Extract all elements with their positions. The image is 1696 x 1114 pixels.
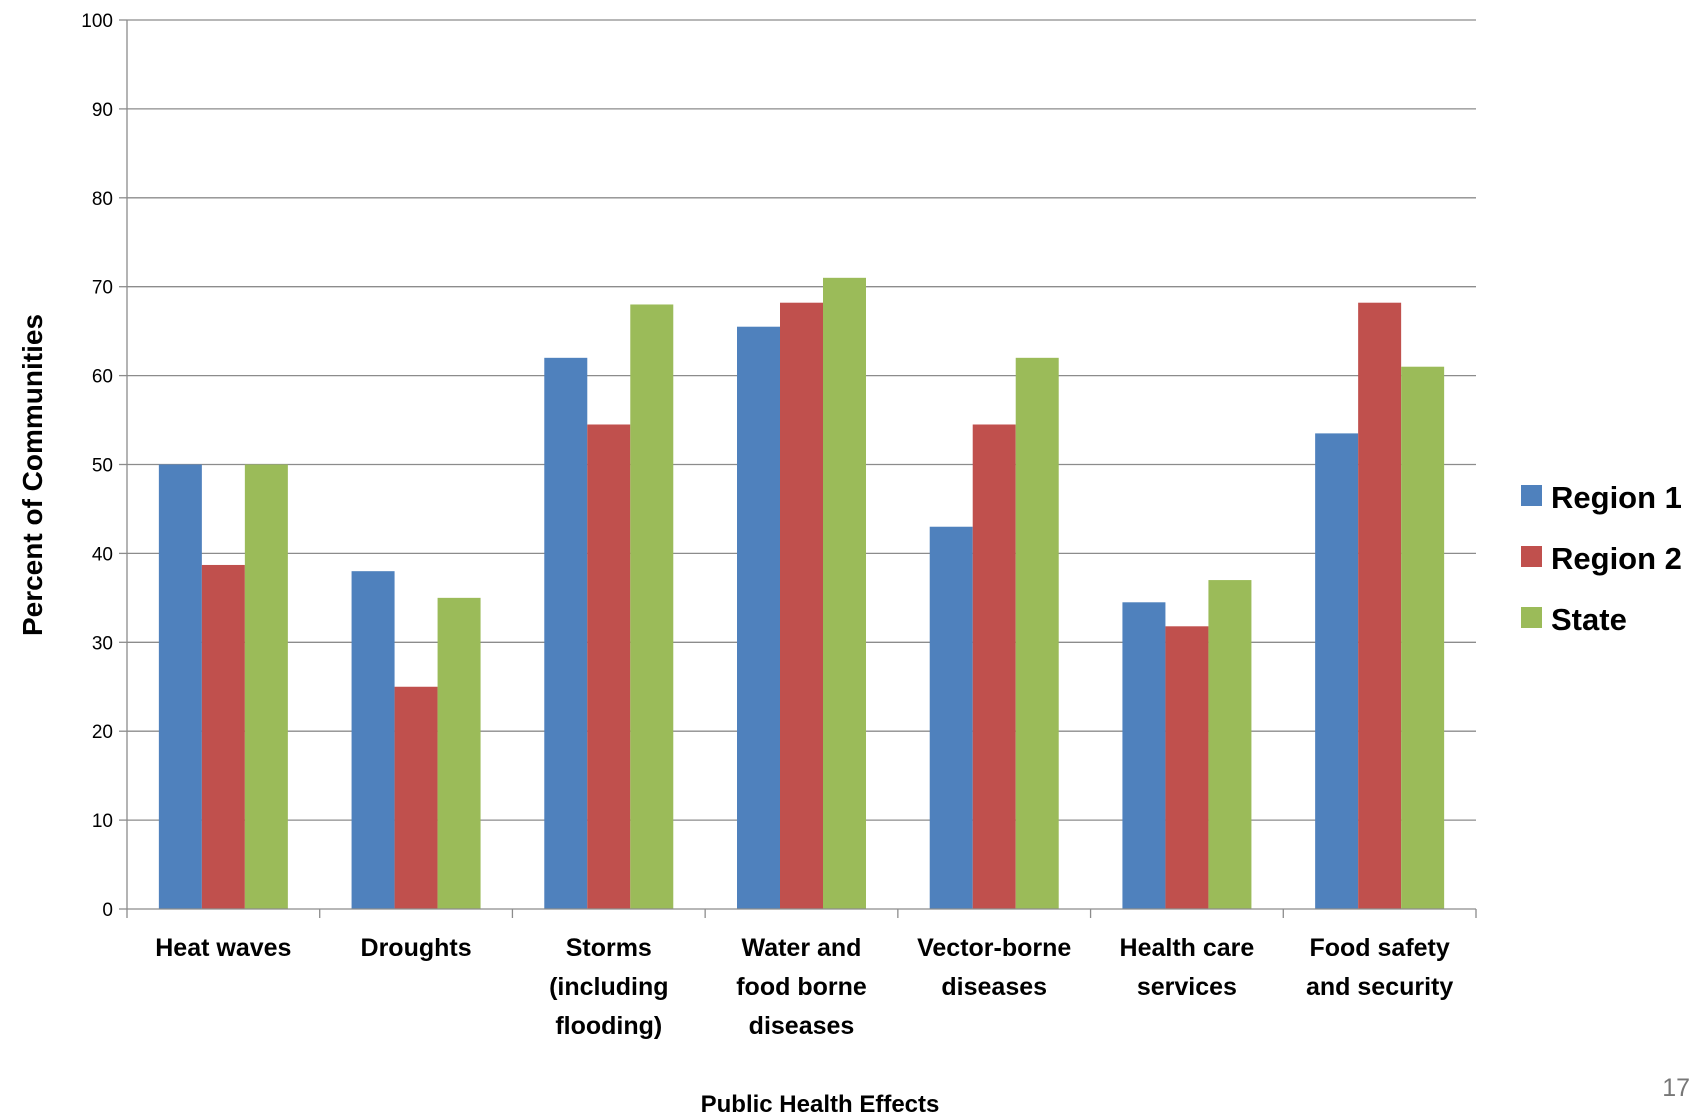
legend-swatch	[1521, 607, 1542, 628]
bar-region-2	[201, 564, 245, 909]
y-axis-ticks: 0 10 20 30 40 50 60 70 80 90 100	[81, 11, 127, 921]
y-tick-label: 20	[92, 722, 113, 743]
axes	[126, 20, 1477, 918]
y-tick-label: 70	[92, 278, 113, 299]
legend-label: Region 1	[1551, 480, 1682, 515]
x-tick-label: Water and food borne diseases	[736, 934, 867, 1040]
bar-state	[1015, 357, 1059, 909]
bar-region-1	[737, 326, 780, 910]
bar-state	[1208, 580, 1252, 909]
bar-region-2	[972, 424, 1016, 909]
bar-region-2	[1165, 626, 1209, 909]
bar-region-2	[780, 302, 823, 909]
y-tick-label: 30	[92, 633, 113, 654]
bar-region-1	[1122, 602, 1166, 909]
y-tick-label: 50	[92, 456, 113, 477]
legend-swatch	[1521, 546, 1542, 567]
x-tick-label: Health care services	[1120, 934, 1255, 1001]
x-tick-label: Droughts	[361, 934, 472, 962]
bar-region-2	[587, 424, 631, 909]
y-tick-label: 100	[81, 11, 113, 32]
x-tick-label: Food safety and security	[1306, 934, 1453, 1001]
bar-state	[1401, 366, 1445, 910]
y-tick-label: 80	[92, 189, 113, 210]
legend-label: Region 2	[1551, 541, 1682, 576]
bar-region-1	[1315, 433, 1359, 909]
x-axis-categories: Heat waves Droughts Storms (including floodi…	[155, 934, 1453, 1040]
y-tick-label: 0	[102, 900, 113, 921]
bars	[158, 277, 1445, 910]
legend-label: State	[1551, 602, 1627, 637]
page-number: 17	[1662, 1074, 1690, 1102]
bar-state	[244, 464, 288, 909]
x-tick-label: Storms (including flooding)	[549, 934, 668, 1040]
x-axis-title: Public Health Effects	[701, 1091, 940, 1114]
bar-region-1	[544, 357, 588, 909]
bar-region-2	[1358, 302, 1402, 909]
y-tick-label: 10	[92, 811, 113, 832]
bar-region-1	[158, 464, 202, 909]
bar-state	[437, 597, 481, 909]
legend: Region 1 Region 2 State	[1521, 480, 1682, 637]
legend-swatch	[1521, 485, 1542, 506]
y-tick-label: 40	[92, 544, 113, 565]
bar-state	[630, 304, 674, 910]
y-tick-label: 60	[92, 367, 113, 388]
x-tick-label: Heat waves	[155, 934, 291, 962]
x-tick-label: Vector-borne diseases	[917, 934, 1071, 1001]
bar-region-1	[351, 571, 395, 909]
bar-region-2	[394, 686, 438, 909]
y-axis-title: Percent of Communities	[17, 314, 48, 636]
bar-region-1	[929, 526, 973, 909]
bar-state	[823, 277, 866, 909]
y-tick-label: 90	[92, 100, 113, 121]
